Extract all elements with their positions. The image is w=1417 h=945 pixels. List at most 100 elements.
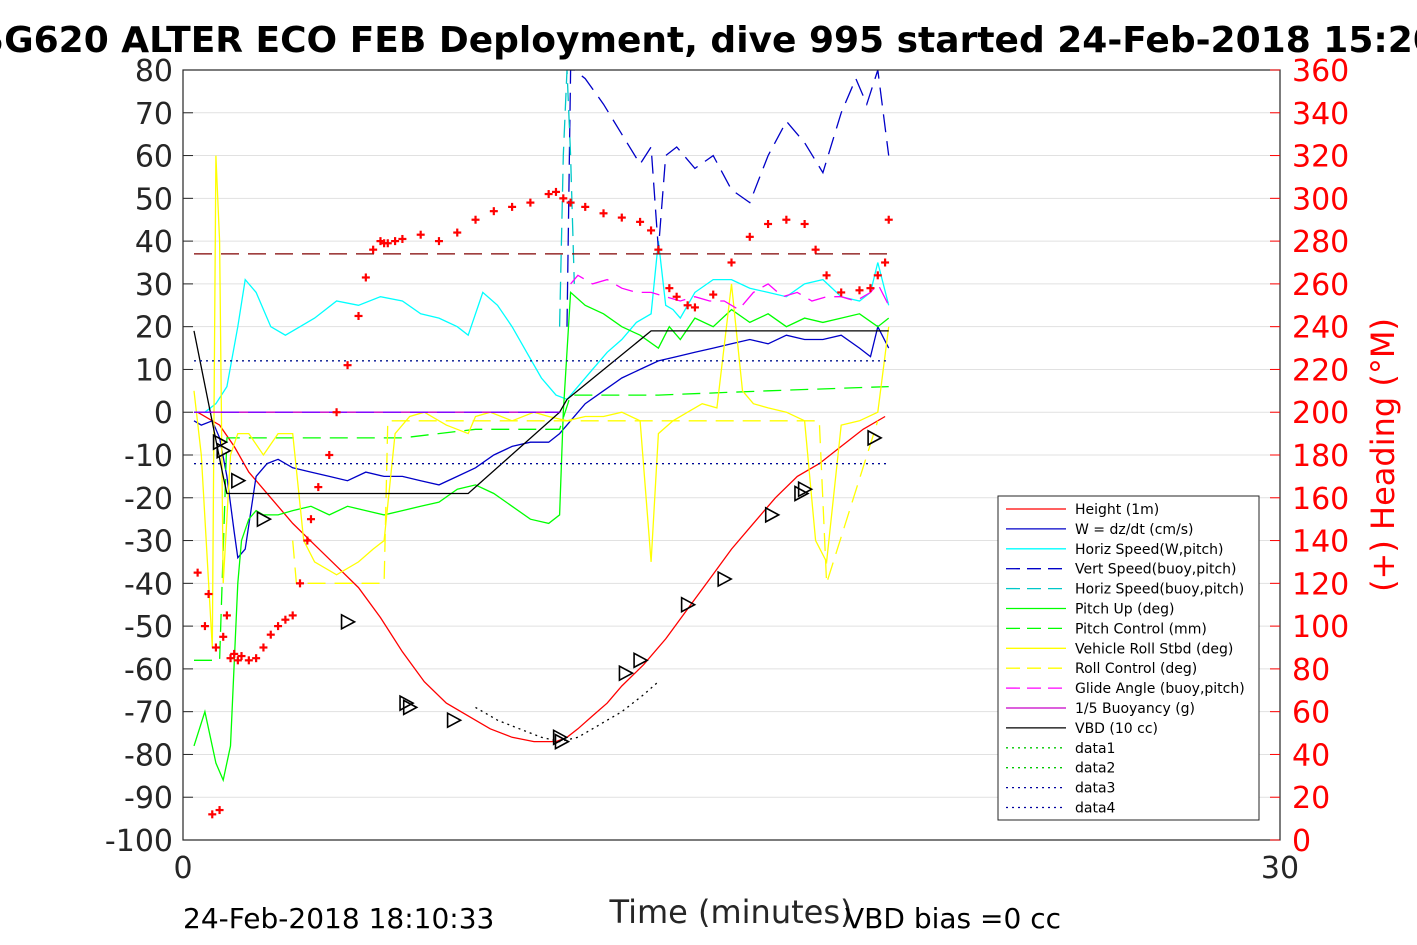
y-tick-label: 10 — [135, 353, 173, 388]
legend-label: data2 — [1075, 761, 1115, 777]
heading-point — [647, 226, 656, 235]
heading-point — [325, 451, 334, 459]
heading-point — [215, 806, 224, 815]
y-tick-label: 50 — [135, 182, 173, 217]
heading-point — [416, 230, 425, 239]
triangle-marker — [340, 613, 357, 631]
y-tick-label: 30 — [135, 268, 173, 303]
legend-label: Vert Speed(buoy,pitch) — [1075, 562, 1237, 578]
y-tick-label: -100 — [105, 824, 173, 859]
y-tick-label: 80 — [135, 54, 173, 89]
heading-point — [233, 656, 242, 665]
triangle-marker — [764, 506, 781, 524]
y2-tick-label: 20 — [1292, 781, 1330, 816]
heading-point — [314, 483, 323, 492]
triangle-marker — [399, 694, 415, 712]
y-tick-label: -80 — [124, 738, 173, 773]
legend-label: Horiz Speed(W,pitch) — [1075, 542, 1223, 558]
heading-point — [361, 273, 370, 282]
y2-tick-label: 240 — [1292, 311, 1349, 346]
y2-tick-label: 340 — [1292, 97, 1349, 132]
heading-point — [471, 215, 480, 224]
plot-lines — [193, 70, 890, 783]
heading-point — [296, 579, 305, 588]
series-vert-speed-buoy-pitch- — [566, 70, 890, 327]
heading-point — [709, 290, 718, 299]
footer-timestamp: 24-Feb-2018 18:10:33 — [183, 902, 494, 935]
triangle-marker — [797, 480, 814, 498]
legend-label: data4 — [1075, 801, 1116, 817]
y-tick-label: -10 — [124, 439, 173, 474]
left-y-axis: 80 70 60 50 40 30 20 10 0 -10 -20 -30 -40 -50 -60 -70 -8… — [105, 54, 193, 859]
chart-title: SG620 ALTER ECO FEB Deployment, dive 995… — [0, 20, 1417, 61]
series-horiz-speed-w-pitch- — [194, 241, 890, 413]
series-roll-control-deg- — [292, 420, 879, 584]
series-glide-angle-buoy-pitch- — [570, 274, 890, 311]
heading-point — [281, 615, 290, 624]
right-y-axis-label: (+) Heading (°M) — [1364, 318, 1402, 592]
heading-point — [204, 590, 213, 599]
legend-label: Pitch Control (mm) — [1075, 621, 1207, 637]
heading-point — [219, 632, 228, 641]
heading-point — [581, 202, 590, 211]
y2-tick-label: 40 — [1292, 738, 1330, 773]
y-tick-label: -30 — [124, 525, 173, 560]
triangle-marker — [554, 733, 571, 750]
heading-point — [208, 810, 217, 819]
heading-point — [873, 271, 882, 280]
heading-point — [745, 232, 754, 241]
heading-point — [332, 408, 341, 417]
heading-point — [383, 239, 392, 248]
heading-point — [211, 643, 220, 652]
heading-point — [599, 209, 608, 218]
heading-point — [222, 611, 231, 620]
triangle-marker — [717, 570, 733, 588]
heading-point — [727, 258, 736, 267]
heading-point — [398, 234, 407, 243]
heading-point — [193, 568, 202, 577]
heading-point — [306, 515, 315, 524]
y2-tick-label: 100 — [1292, 610, 1349, 645]
triangle-marker — [633, 651, 649, 669]
legend-label: Roll Control (deg) — [1075, 661, 1197, 677]
y2-tick-label: 60 — [1292, 696, 1330, 731]
heading-point — [665, 284, 674, 293]
heading-point — [551, 187, 560, 196]
heading-point — [266, 630, 275, 639]
triangle-marker — [618, 664, 635, 682]
y2-tick-label: 320 — [1292, 140, 1349, 175]
heading-point — [811, 245, 820, 254]
heading-point — [244, 656, 253, 665]
right-y-axis: 3603403203002802602402202001801601401201… — [1270, 54, 1349, 859]
legend-label: 1/5 Buoyancy (g) — [1075, 701, 1195, 717]
x-axis: 0 30 — [173, 830, 1299, 886]
legend-label: Height (1m) — [1075, 502, 1159, 518]
y2-tick-label: 180 — [1292, 439, 1349, 474]
triangle-marker — [402, 699, 419, 716]
legend-label: VBD (10 cc) — [1075, 721, 1158, 737]
legend-label: data1 — [1075, 741, 1115, 757]
y2-tick-label: 300 — [1292, 182, 1349, 217]
heading-point — [782, 215, 791, 224]
y-tick-label: 40 — [135, 225, 173, 260]
y-tick-label: -40 — [124, 567, 173, 602]
y2-tick-label: 80 — [1292, 653, 1330, 688]
heading-point — [683, 301, 692, 310]
heading-point — [453, 228, 462, 237]
triangle-marker — [231, 472, 247, 490]
y2-tick-label: 220 — [1292, 353, 1349, 388]
heading-point — [884, 215, 893, 224]
triangle-marker — [256, 510, 273, 528]
series-horiz-speed-buoy-pitch- — [558, 70, 575, 327]
heading-point — [866, 284, 875, 293]
y-tick-label: -60 — [124, 653, 173, 688]
heading-point — [288, 611, 297, 620]
legend: Height (1m) W = dz/dt (cm/s) Horiz Speed(W… — [997, 495, 1260, 821]
y-tick-label: -20 — [124, 482, 173, 517]
heading-point — [200, 622, 209, 631]
y-tick-label: -70 — [124, 696, 173, 731]
heading-point — [764, 220, 773, 228]
heading-point — [303, 536, 312, 545]
legend-label: W = dz/dt (cm/s) — [1075, 522, 1194, 538]
heading-point — [617, 213, 626, 222]
